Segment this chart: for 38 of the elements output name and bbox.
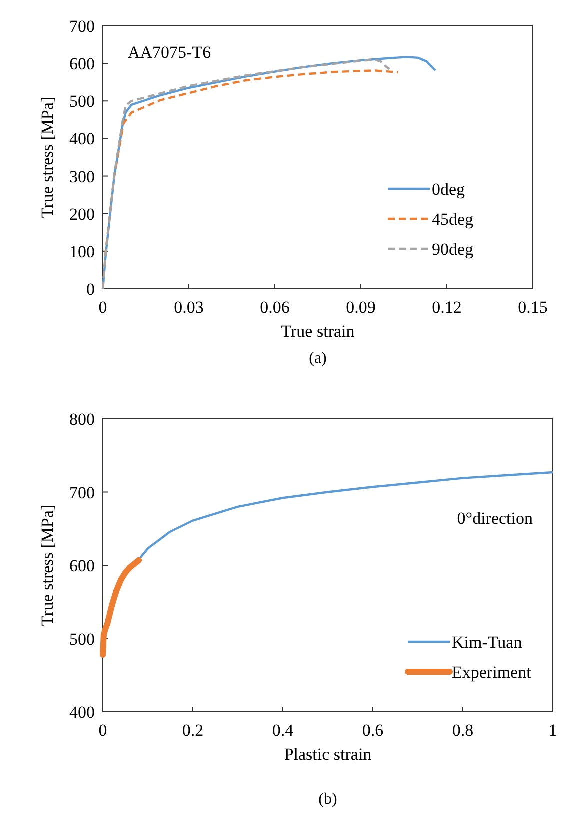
x-axis-title: Plastic strain <box>284 745 372 764</box>
y-tick-label: 300 <box>70 167 95 186</box>
x-tick-label: 0.4 <box>272 721 294 740</box>
x-tick-label: 0 <box>98 298 108 317</box>
y-tick-label: 600 <box>70 54 95 74</box>
y-axis-title: True stress [MPa] <box>38 96 57 218</box>
x-tick-label: 0.09 <box>346 298 376 317</box>
x-tick-label: 0.06 <box>260 298 290 317</box>
x-tick-label: 0.6 <box>362 721 384 740</box>
x-tick-label: 0.12 <box>432 298 462 317</box>
text: (a) <box>309 350 327 367</box>
y-tick-label: 400 <box>70 703 95 722</box>
annotation: AA7075-T6 <box>128 43 212 62</box>
y-tick-label: 500 <box>70 630 95 649</box>
x-tick-label: 0.2 <box>182 721 204 740</box>
y-tick-label: 500 <box>70 92 95 112</box>
y-tick-label: 400 <box>70 130 95 149</box>
legend-label: 45deg <box>432 210 474 229</box>
y-tick-label: 0 <box>86 280 95 299</box>
y-tick-label: 600 <box>70 556 95 576</box>
legend-label: Experiment <box>452 663 532 682</box>
y-tick-label: 800 <box>70 410 95 429</box>
y-axis-title: True stress [MPa] <box>38 504 57 626</box>
x-tick-label: 0 <box>98 721 108 740</box>
x-tick-label: 0.03 <box>174 298 204 317</box>
x-tick-label: 1 <box>548 721 558 740</box>
y-tick-label: 700 <box>70 17 95 36</box>
x-tick-label: 0.8 <box>452 721 474 740</box>
y-tick-label: 700 <box>70 483 95 502</box>
x-axis-title: True strain <box>281 322 356 341</box>
y-tick-label: 200 <box>70 204 95 224</box>
legend-label: 90deg <box>432 240 474 259</box>
y-tick-label: 100 <box>70 242 95 262</box>
legend-label: 0deg <box>432 180 466 199</box>
x-tick-label: 0.15 <box>518 298 548 317</box>
annotation: 0°direction <box>457 509 534 528</box>
legend-label: Kim-Tuan <box>452 633 523 652</box>
text: (b) <box>318 791 338 808</box>
